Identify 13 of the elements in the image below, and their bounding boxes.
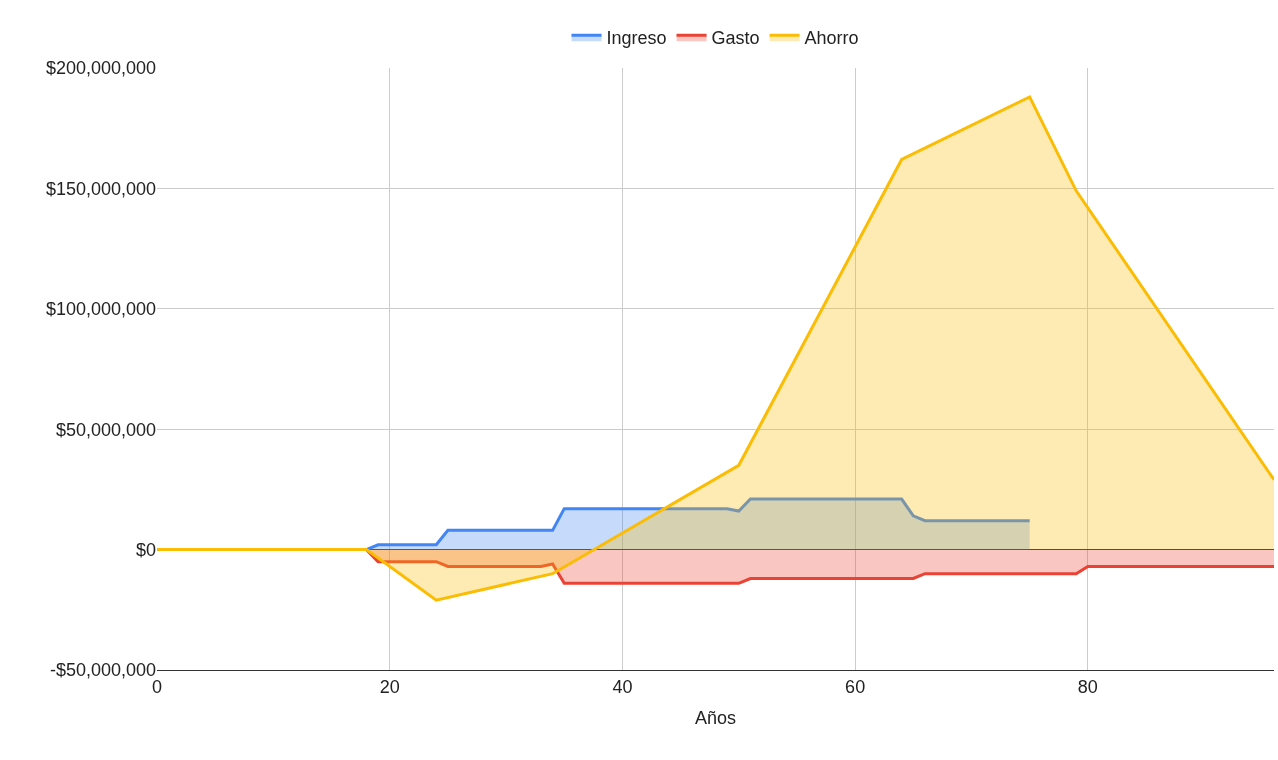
- x-tick-label: 60: [845, 676, 866, 697]
- y-tick-label: $0: [135, 539, 156, 560]
- x-tick-label: 20: [379, 676, 400, 697]
- y-tick-label: $200,000,000: [45, 58, 156, 79]
- x-tick-label: 80: [1077, 676, 1098, 697]
- legend-label: Ahorro: [804, 28, 859, 49]
- legend-label: Ingreso: [606, 28, 667, 49]
- x-axis-title: Años: [694, 707, 737, 728]
- y-tick-label: $150,000,000: [45, 178, 156, 199]
- x-tick-label: 40: [612, 676, 633, 697]
- y-tick-label: $100,000,000: [45, 299, 156, 320]
- y-tick-label: $50,000,000: [55, 419, 156, 440]
- legend-label: Gasto: [711, 28, 760, 49]
